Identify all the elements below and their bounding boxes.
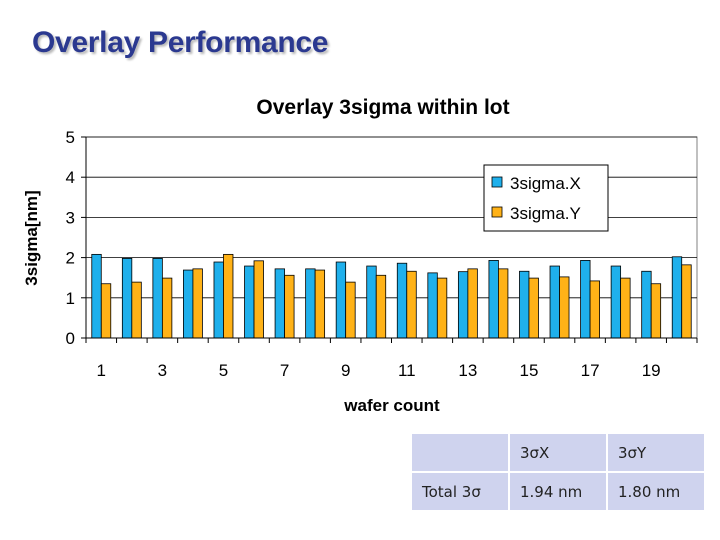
bar-3sigma-x [610, 265, 622, 339]
bar-3sigma-y [375, 274, 387, 339]
bar-3sigma-y [314, 269, 326, 339]
legend-label-x: 3sigma.X [510, 174, 581, 193]
bar-3sigma-x [121, 258, 133, 339]
bar-3sigma-x [366, 265, 377, 339]
bar-3sigma-x [213, 261, 224, 339]
summary-row: Total 3σ 1.94 nm 1.80 nm [410, 471, 706, 512]
bar-3sigma-x [549, 265, 560, 339]
bar-3sigma-y [528, 277, 539, 339]
x-tick-label: 13 [458, 361, 477, 380]
bar-3sigma-y [100, 283, 112, 339]
bar-3sigma-x [244, 265, 255, 339]
x-tick-label: 9 [341, 361, 350, 380]
bar-3sigma-y [345, 281, 356, 339]
bar-3sigma-y [436, 277, 448, 339]
bar-3sigma-y [406, 270, 417, 339]
bar-3sigma-x [427, 272, 438, 339]
bar-3sigma-x [396, 262, 408, 339]
legend-swatch-x [491, 176, 503, 188]
legend-box [483, 164, 609, 232]
bar-3sigma-y [467, 268, 478, 339]
x-axis-label: wafer count [343, 396, 440, 415]
bar-3sigma-x [305, 268, 316, 339]
legend-swatch-y [491, 206, 503, 218]
bar-3sigma-x [335, 261, 347, 339]
bar-3sigma-x [152, 258, 163, 339]
legend-label-y: 3sigma.Y [510, 204, 581, 223]
y-tick-label: 0 [66, 329, 75, 348]
bar-3sigma-y [589, 280, 600, 339]
bar-3sigma-x [641, 270, 652, 339]
x-tick-label: 11 [398, 361, 416, 380]
summary-value-x: 1.94 nm [508, 471, 608, 512]
bar-3sigma-x [671, 256, 683, 339]
summary-value-y: 1.80 nm [606, 471, 706, 512]
summary-header-cell: 3σY [606, 432, 706, 473]
bar-3sigma-y [161, 277, 173, 339]
bar-3sigma-y [192, 268, 203, 339]
y-tick-label: 2 [66, 249, 75, 268]
chart-title: Overlay 3sigma within lot [256, 96, 509, 119]
y-tick-label: 1 [66, 289, 75, 308]
bar-3sigma-x [183, 269, 194, 339]
bar-3sigma-x [580, 260, 591, 339]
legend: 3sigma.X 3sigma.Y [483, 164, 609, 232]
x-tick-label: 3 [158, 361, 167, 380]
bar-3sigma-x [274, 268, 285, 339]
x-tick-label: 19 [642, 361, 661, 380]
bar-3sigma-x [488, 260, 499, 339]
bar-3sigma-y [284, 274, 295, 339]
bar-3sigma-x [519, 270, 530, 339]
summary-header-row: 3σX 3σY [410, 432, 706, 473]
bars [91, 253, 692, 339]
y-tick-label: 3 [66, 208, 75, 227]
bar-3sigma-y [650, 283, 662, 339]
y-axis-label: 3sigma[nm] [22, 190, 41, 285]
slide-title: Overlay Performance [32, 26, 329, 59]
bar-3sigma-y [559, 276, 570, 339]
x-tick-label: 1 [97, 361, 106, 380]
bar-3sigma-y [253, 260, 264, 339]
y-tick-label: 4 [66, 168, 75, 187]
y-tick-labels: 0 1 2 3 4 5 [66, 128, 75, 348]
bar-3sigma-y [681, 264, 692, 339]
bar-3sigma-y [620, 277, 631, 339]
axes [81, 136, 698, 343]
bar-3sigma-y [223, 253, 234, 339]
x-tick-label: 7 [280, 361, 289, 380]
bar-3sigma-y [498, 268, 509, 339]
y-tick-label: 5 [66, 128, 75, 147]
x-tick-label: 15 [520, 361, 539, 380]
summary-header-cell [410, 432, 510, 473]
summary-table: 3σX 3σY Total 3σ 1.94 nm 1.80 nm [410, 432, 706, 512]
x-tick-label: 5 [219, 361, 228, 380]
summary-row-label: Total 3σ [410, 471, 510, 512]
x-tick-label: 17 [581, 361, 600, 380]
bar-3sigma-x [457, 271, 469, 339]
bar-3sigma-y [131, 281, 142, 339]
summary-header-cell: 3σX [508, 432, 608, 473]
bar-3sigma-x [91, 253, 102, 339]
x-tick-labels: 1 3 5 7 9 11 13 15 17 19 [97, 361, 661, 380]
